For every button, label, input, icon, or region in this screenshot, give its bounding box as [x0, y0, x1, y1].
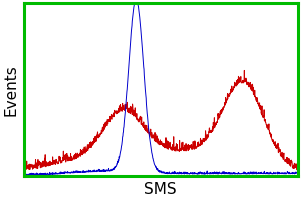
Y-axis label: Events: Events — [4, 64, 18, 116]
X-axis label: SMS: SMS — [144, 182, 177, 197]
